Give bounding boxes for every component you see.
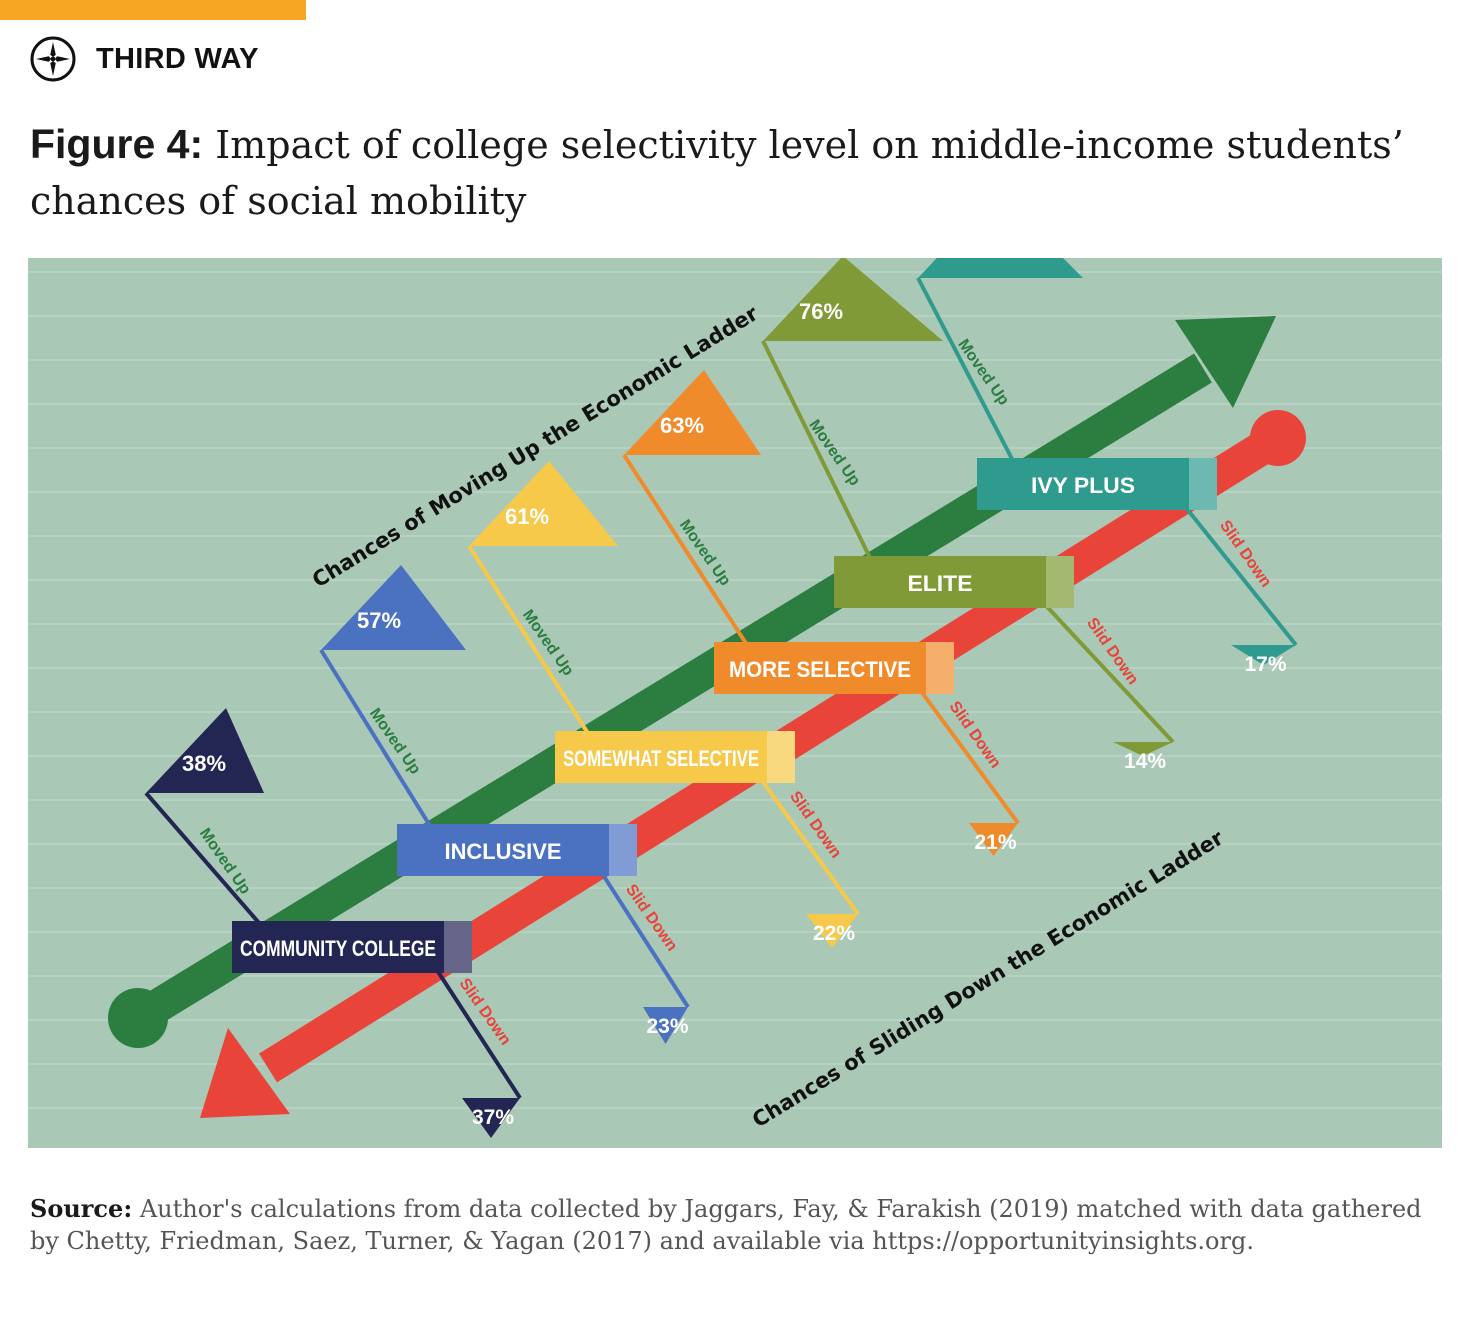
source-note: Source: Author's calculations from data … bbox=[30, 1193, 1450, 1257]
slid-down-value: 37% bbox=[472, 1106, 514, 1129]
category-banner bbox=[232, 921, 472, 973]
moved-up-pennant bbox=[763, 258, 943, 341]
slid-down-pennant bbox=[462, 1098, 520, 1138]
category-label: COMMUNITY COLLEGE bbox=[240, 936, 436, 961]
moved-up-pennant bbox=[624, 370, 761, 455]
moved-up-flag-pole bbox=[916, 277, 1027, 485]
slid-down-flag-pole bbox=[743, 755, 860, 916]
slid-down-value: 21% bbox=[974, 831, 1016, 854]
slid-down-flag-pole bbox=[585, 848, 690, 1009]
slid-down-pennant bbox=[969, 823, 1018, 856]
category-banner bbox=[714, 642, 954, 694]
moved-up-pennant bbox=[918, 258, 1083, 278]
figure-label: Figure 4: bbox=[30, 121, 204, 167]
slid-down-flag-pole bbox=[1022, 580, 1175, 744]
slid-down-pennant bbox=[1113, 742, 1173, 756]
slid-down-value: 14% bbox=[1124, 750, 1166, 773]
moved-up-value: 76% bbox=[799, 299, 843, 324]
category-banner bbox=[555, 731, 795, 783]
category-label: SOMEWHAT SELECTIVE bbox=[563, 746, 759, 771]
sliding-down-arrow-head bbox=[200, 1028, 290, 1118]
slid-down-value: 23% bbox=[646, 1015, 688, 1038]
slid-down-pennant bbox=[643, 1007, 688, 1044]
moved-up-pennant bbox=[321, 565, 466, 650]
moved-up-value: 63% bbox=[660, 413, 704, 438]
category-banner-tab bbox=[926, 642, 954, 694]
source-text: Author's calculations from data collecte… bbox=[30, 1195, 1422, 1255]
category-banner-tab bbox=[1189, 458, 1217, 510]
chart-svg: Chances of Moving Up the Economic Ladder… bbox=[28, 258, 1442, 1148]
category-banner bbox=[834, 556, 1074, 608]
moved-up-value: 74% bbox=[954, 258, 998, 261]
category-banner-tab bbox=[767, 731, 795, 783]
brand-name: THIRD WAY bbox=[96, 42, 259, 75]
background-lines bbox=[28, 271, 1442, 1109]
category-banner-tab bbox=[444, 921, 472, 973]
moving-up-arrow-tail bbox=[108, 988, 168, 1048]
moved-up-flag-pole bbox=[622, 453, 764, 670]
top-accent-bar bbox=[0, 0, 306, 20]
category-banner bbox=[977, 458, 1217, 510]
category-banner-tab bbox=[1046, 556, 1074, 608]
category-label: ELITE bbox=[908, 571, 973, 596]
moved-up-flag-pole bbox=[319, 648, 447, 852]
moved-up-flag-pole bbox=[467, 544, 605, 759]
slid-down-value: 22% bbox=[813, 922, 855, 945]
category-label: INCLUSIVE bbox=[445, 839, 562, 864]
chart-background bbox=[28, 258, 1442, 1148]
compass-star-icon bbox=[30, 36, 76, 82]
slid-down-flag-pole bbox=[1165, 482, 1298, 647]
source-label: Source: bbox=[30, 1194, 133, 1223]
sliding-down-arrow-tail bbox=[1250, 410, 1306, 466]
category-label: MORE SELECTIVE bbox=[729, 657, 911, 682]
moved-up-pennant bbox=[146, 708, 264, 793]
figure-title-block: Figure 4: Impact of college selectivity … bbox=[30, 116, 1430, 229]
moved-up-flag-pole bbox=[761, 340, 884, 583]
brand-header: THIRD WAY bbox=[28, 34, 259, 84]
moved-up-value: 38% bbox=[182, 751, 226, 776]
slid-down-pennant bbox=[1231, 645, 1296, 665]
moved-up-pennant bbox=[469, 461, 618, 546]
category-banner-tab bbox=[609, 824, 637, 876]
moved-up-value: 57% bbox=[357, 608, 401, 633]
moving-up-arrow-head bbox=[1175, 316, 1276, 408]
category-label: IVY PLUS bbox=[1031, 473, 1135, 498]
slid-down-value: 17% bbox=[1244, 653, 1286, 676]
chart-container: Chances of Moving Up the Economic Ladder… bbox=[28, 258, 1442, 1148]
category-banner bbox=[397, 824, 637, 876]
figure-title: Impact of college selectivity level on m… bbox=[30, 123, 1404, 223]
moved-up-value: 61% bbox=[505, 504, 549, 529]
slid-down-pennant bbox=[806, 914, 858, 948]
